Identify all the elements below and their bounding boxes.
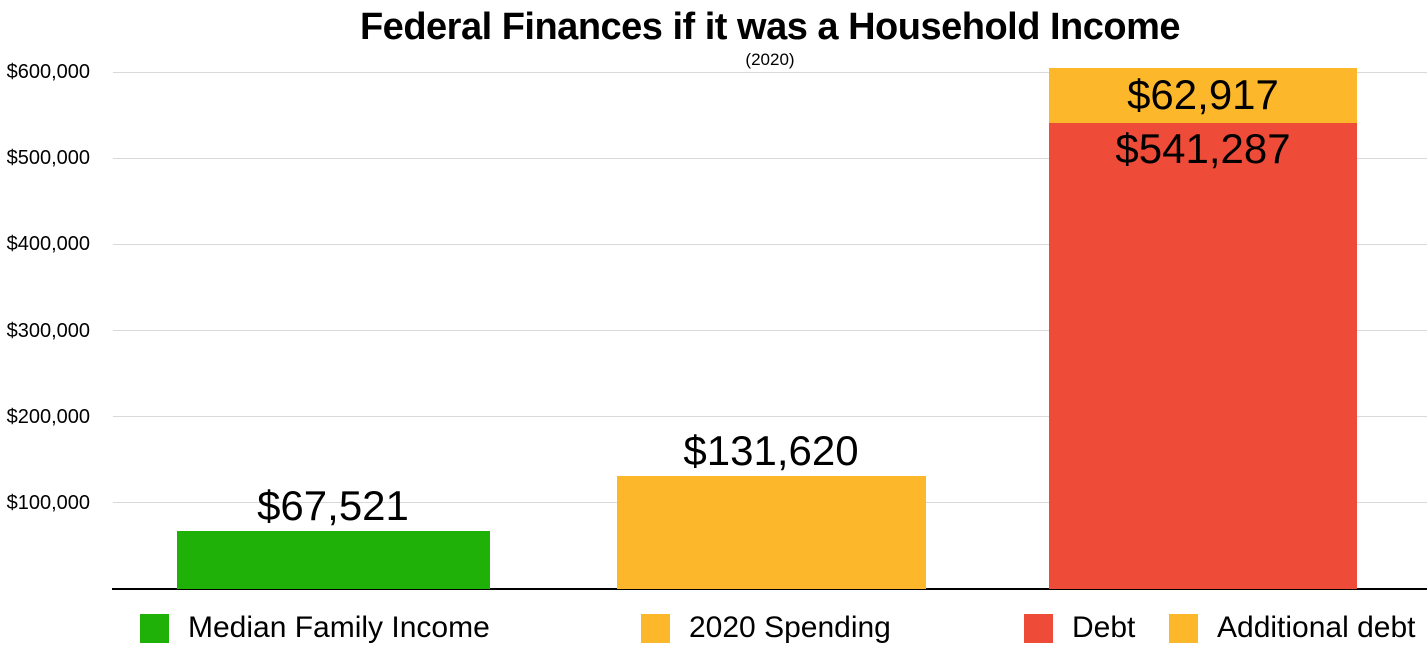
- x-axis-line: [112, 588, 1427, 590]
- bar-segment-median-family-income: [176, 530, 490, 589]
- bar-value-label-additional-debt: $62,917: [1127, 71, 1279, 119]
- legend-item-additional-debt: Additional debt: [1169, 613, 1416, 643]
- bar-segment-2020-spending: [616, 475, 926, 589]
- chart-title: Federal Finances if it was a Household I…: [359, 6, 1181, 48]
- chart-subtitle: (2020): [745, 50, 795, 69]
- gridline-200-000: [113, 416, 1427, 418]
- legend-item-median-family-income: Median Family Income: [140, 613, 490, 643]
- legend-label: Median Family Income: [188, 611, 490, 644]
- y-tick-label: $200,000: [6, 405, 90, 428]
- y-tick-label: $600,000: [6, 61, 90, 83]
- legend-label: 2020 Spending: [689, 611, 891, 644]
- y-tick-label: $300,000: [6, 319, 90, 342]
- legend-swatch-debt: [1024, 613, 1053, 643]
- gridline-400-000: [113, 243, 1427, 245]
- legend-label: Additional debt: [1217, 611, 1416, 644]
- y-tick-label: $100,000: [6, 491, 90, 514]
- bar-value-label-median-family-income: $67,521: [257, 481, 409, 529]
- bar-value-label-2020-spending: $131,620: [683, 426, 859, 474]
- bar-value-label-debt: $541,287: [1115, 124, 1291, 172]
- legend: Median Family Income 2020 Spending Debt Add…: [0, 613, 1427, 643]
- gridline-500-000: [113, 157, 1427, 159]
- legend-item-2020-spending: 2020 Spending: [641, 613, 891, 643]
- legend-swatch-2020-spending: [641, 613, 670, 643]
- gridline-600-000: [113, 71, 1427, 73]
- legend-swatch-median-family-income: [140, 613, 169, 643]
- legend-label: Debt: [1072, 611, 1136, 644]
- y-tick-label: $400,000: [6, 233, 90, 256]
- gridline-300-000: [113, 330, 1427, 331]
- legend-item-debt: Debt: [1024, 613, 1135, 643]
- legend-swatch-additional-debt: [1169, 613, 1198, 643]
- bar-segment-additional-debt: [1049, 68, 1357, 123]
- bar-segment-debt: [1049, 122, 1357, 589]
- y-tick-label: $500,000: [6, 147, 90, 170]
